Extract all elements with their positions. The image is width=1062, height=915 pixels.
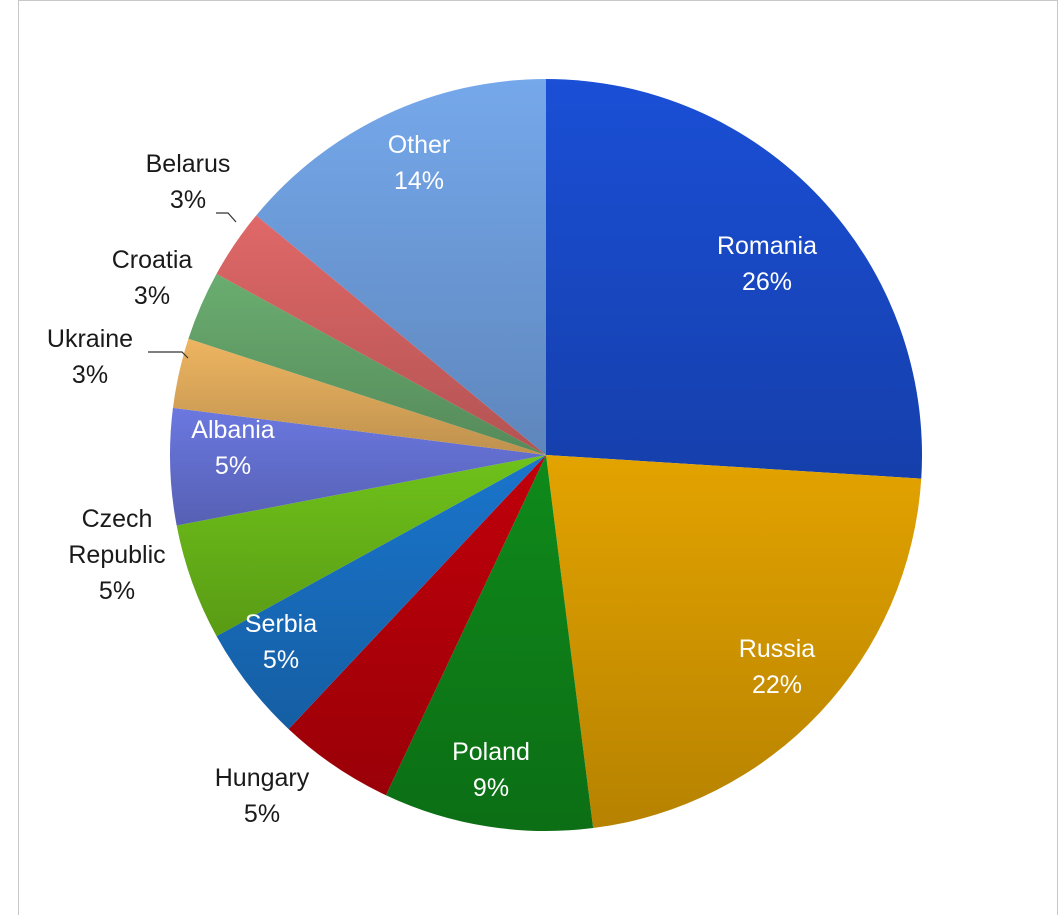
pie-slice-other [256,79,546,455]
slice-percent: 5% [99,577,135,605]
slice-percent: 9% [473,774,509,802]
slice-name: Croatia [112,246,193,274]
pie-slice-russia [546,455,922,829]
slice-label-croatia: Croatia 3% [112,246,193,310]
slice-name: Russia [739,635,816,663]
slice-label-poland: Poland 9% [452,738,530,802]
slice-percent: 5% [263,646,299,674]
leader-line-ukraine [148,351,189,359]
slice-percent: 3% [134,282,170,310]
slice-percent: 3% [170,186,206,214]
pie-slice-hungary [288,455,546,796]
slice-name: Romania [717,232,817,260]
slice-percent: 22% [752,671,802,699]
pie-slice-serbia [216,455,546,730]
pie-slice-czech-republic [176,455,546,637]
slice-name: Albania [191,416,274,444]
slice-label-other: Other 14% [388,131,451,195]
slice-name: Hungary [215,764,310,792]
slice-name: Other [388,131,451,159]
pie-slice-poland [385,455,594,832]
slice-label-czech-republic: Czech Republic 5% [68,505,165,605]
slice-percent: 26% [742,268,792,296]
slice-name: Republic [68,541,165,569]
slice-percent: 3% [72,361,108,389]
slice-label-russia: Russia 22% [739,635,816,699]
leader-line-belarus [216,212,237,223]
slice-label-serbia: Serbia 5% [245,610,317,674]
slice-label-belarus: Belarus 3% [146,150,231,214]
pie-slice-romania [546,79,923,479]
slice-label-ukraine: Ukraine 3% [47,325,133,389]
slice-label-albania: Albania 5% [191,416,274,480]
pie-slice-ukraine [172,338,546,455]
slice-name: Czech [82,505,153,533]
slice-name: Ukraine [47,325,133,353]
pie-slice-croatia [188,273,546,455]
pie-slice-albania [169,407,547,526]
pie-slices [169,79,923,832]
slice-name: Belarus [146,150,231,178]
slice-percent: 14% [394,167,444,195]
slice-name: Serbia [245,610,317,638]
pie-slice-belarus [216,215,546,455]
slice-percent: 5% [244,800,280,828]
leader-lines [148,212,237,359]
slice-labels: Romania 26%Russia 22%Poland 9%Hungary 5%Serb… [47,131,817,828]
slice-name: Poland [452,738,530,766]
slice-percent: 5% [215,452,251,480]
slice-label-hungary: Hungary 5% [215,764,310,828]
slice-label-romania: Romania 26% [717,232,817,296]
